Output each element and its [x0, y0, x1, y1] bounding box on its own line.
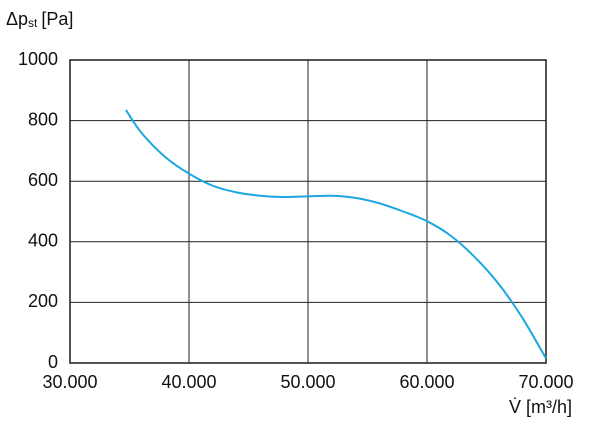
x-tick-label: 60.000 [399, 372, 454, 392]
y-tick-label: 200 [28, 291, 58, 311]
x-tick-label: 50.000 [280, 372, 335, 392]
y-label-unit: [Pa] [41, 9, 73, 29]
x-axis-label: V̇ [m³/h] [509, 397, 572, 417]
y-label-sub: st [28, 16, 38, 30]
x-tick-label: 30.000 [42, 372, 97, 392]
y-label-main: Δp [6, 9, 28, 29]
y-tick-label: 600 [28, 170, 58, 190]
y-axis-label: Δpst [Pa] [6, 9, 73, 30]
x-tick-label: 40.000 [161, 372, 216, 392]
x-tick-label: 70.000 [518, 372, 573, 392]
y-tick-label: 400 [28, 231, 58, 251]
y-tick-label: 1000 [18, 49, 58, 69]
y-tick-label: 0 [48, 352, 58, 372]
y-tick-label: 800 [28, 109, 58, 129]
curve [125, 109, 547, 359]
